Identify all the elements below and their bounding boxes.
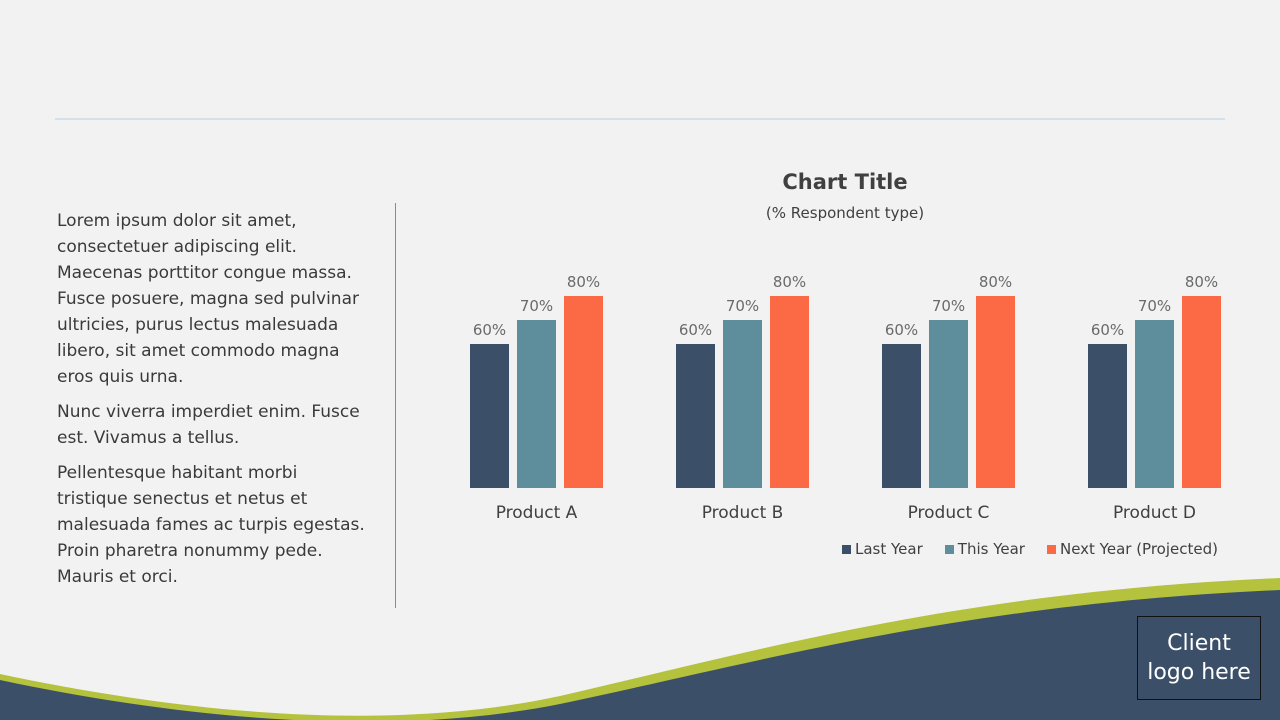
data-label: 70% [726, 297, 759, 315]
legend-swatch-next-year [1046, 544, 1056, 554]
category-label: Product B [702, 503, 784, 523]
data-label: 80% [1185, 273, 1218, 291]
bar-product-d-last-year [1088, 344, 1127, 488]
legend-swatch-this-year [944, 544, 954, 554]
data-label: 80% [979, 273, 1012, 291]
legend-item-last-year: Last Year [842, 540, 923, 558]
data-label: 60% [885, 321, 918, 339]
data-label: 70% [932, 297, 965, 315]
category-label: Product C [908, 503, 990, 523]
body-text: Lorem ipsum dolor sit amet, consectetuer… [57, 208, 367, 599]
vertical-divider [395, 203, 396, 608]
legend-item-this-year: This Year [944, 540, 1025, 558]
data-label: 70% [1138, 297, 1171, 315]
chart-title: Chart Title [782, 170, 908, 194]
bar-product-b-this-year [723, 320, 762, 488]
bar-product-c-this-year [929, 320, 968, 488]
data-label: 60% [679, 321, 712, 339]
body-paragraph: Nunc viverra imperdiet enim. Fusce est. … [57, 402, 360, 448]
legend-swatch-last-year [842, 544, 851, 554]
client-logo-placeholder: Client logo here [1137, 616, 1261, 700]
bar-product-c-last-year [882, 344, 921, 488]
logo-text-line: logo here [1147, 660, 1251, 685]
bar-product-a-next-year-projected [564, 296, 603, 488]
category-label: Product D [1113, 503, 1196, 523]
chart-subtitle: (% Respondent type) [765, 204, 925, 222]
data-label: 60% [1091, 321, 1124, 339]
bar-product-b-next-year-projected [770, 296, 809, 488]
bar-product-a-this-year [517, 320, 556, 488]
data-label: 80% [567, 273, 600, 291]
bar-product-d-this-year [1135, 320, 1174, 488]
data-label: 70% [520, 297, 553, 315]
body-paragraph: Lorem ipsum dolor sit amet, consectetuer… [57, 211, 359, 387]
legend-item-next-year: Next Year (Projected) [1046, 540, 1218, 558]
logo-text-line: Client [1167, 631, 1231, 656]
data-label: 60% [473, 321, 506, 339]
bar-product-a-last-year [470, 344, 509, 488]
legend-label: Last Year [855, 540, 923, 558]
header-rule [55, 118, 1225, 120]
category-label: Product A [496, 503, 578, 523]
body-paragraph: Pellentesque habitant morbi tristique se… [57, 463, 365, 587]
chart-legend: Last Year This Year Next Year (Projected… [842, 539, 1218, 559]
navy-wave [0, 590, 1280, 720]
legend-label: This Year [957, 540, 1025, 558]
bar-product-b-last-year [676, 344, 715, 488]
legend-label: Next Year (Projected) [1059, 540, 1218, 558]
data-label: 80% [773, 273, 806, 291]
bar-product-c-next-year-projected [976, 296, 1015, 488]
bar-product-d-next-year-projected [1182, 296, 1221, 488]
